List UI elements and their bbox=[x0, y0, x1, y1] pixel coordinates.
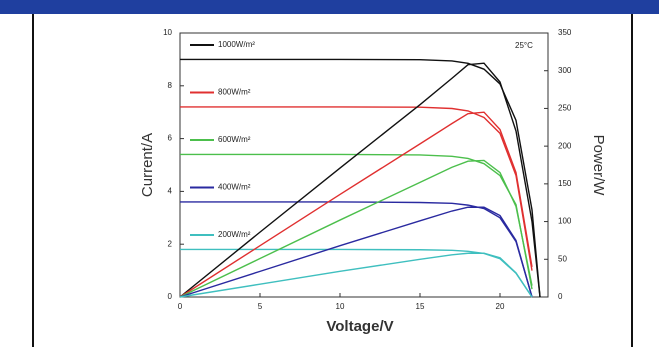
annotation: 25°C bbox=[515, 41, 533, 50]
x-tick-label: 10 bbox=[336, 302, 345, 311]
legend-label: 800W/m² bbox=[218, 88, 251, 97]
x-tick-label: 20 bbox=[496, 302, 505, 311]
y-axis-title: Current/A bbox=[139, 133, 156, 197]
power-line bbox=[179, 206, 533, 298]
power-line bbox=[179, 111, 533, 298]
y2-tick-label: 100 bbox=[558, 217, 572, 226]
power-line bbox=[179, 62, 541, 298]
y-tick-label: 0 bbox=[168, 292, 173, 301]
plot-frame bbox=[179, 32, 549, 298]
y-tick-label: 8 bbox=[168, 81, 173, 90]
y2-tick-label: 250 bbox=[558, 104, 572, 113]
y2-tick-label: 150 bbox=[558, 179, 572, 188]
power-line bbox=[179, 159, 533, 298]
current-line bbox=[180, 248, 533, 298]
header-bar bbox=[0, 0, 659, 14]
y2-tick-label: 300 bbox=[558, 66, 572, 75]
y-tick-label: 6 bbox=[168, 134, 173, 143]
power-line bbox=[179, 252, 533, 298]
y2-tick-label: 200 bbox=[558, 141, 572, 150]
legend-label: 600W/m² bbox=[218, 135, 251, 144]
x-tick-label: 15 bbox=[416, 302, 425, 311]
x-axis-title: Voltage/V bbox=[326, 318, 393, 335]
current-line bbox=[180, 106, 533, 271]
current-line bbox=[180, 201, 533, 298]
legend-label: 200W/m² bbox=[218, 230, 251, 239]
legend-label: 1000W/m² bbox=[218, 40, 255, 49]
y2-tick-label: 0 bbox=[558, 292, 563, 301]
y2-tick-label: 350 bbox=[558, 28, 572, 37]
x-tick-label: 5 bbox=[258, 302, 263, 311]
y-tick-label: 4 bbox=[168, 187, 173, 196]
y-tick-label: 2 bbox=[168, 239, 173, 248]
y2-axis-title: Power/W bbox=[590, 135, 607, 197]
y2-tick-label: 50 bbox=[558, 254, 567, 263]
x-tick-label: 0 bbox=[178, 302, 183, 311]
legend-label: 400W/m² bbox=[218, 183, 251, 192]
y-tick-label: 10 bbox=[163, 28, 172, 37]
current-line bbox=[180, 58, 541, 298]
